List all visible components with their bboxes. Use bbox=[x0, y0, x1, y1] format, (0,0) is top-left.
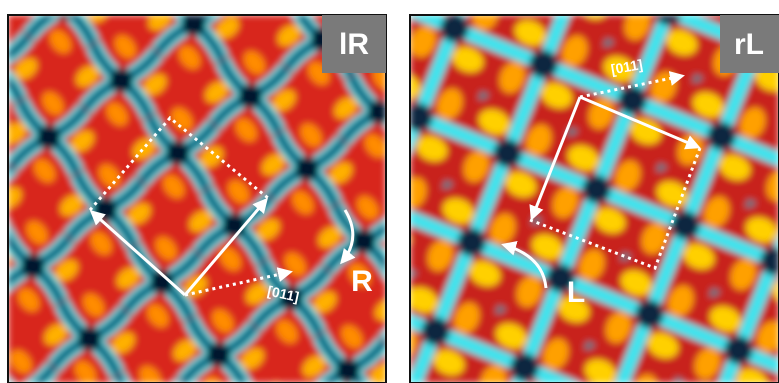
panel-label: lR bbox=[339, 28, 369, 61]
figure: lR [011] R rL [011] L bbox=[0, 0, 779, 383]
panel-image: rL [011] L bbox=[410, 15, 779, 383]
panel-label: rL bbox=[734, 28, 764, 61]
handedness-label: L bbox=[567, 276, 585, 309]
handedness-label: R bbox=[351, 265, 373, 298]
panel-image: lR [011] R bbox=[8, 15, 386, 383]
